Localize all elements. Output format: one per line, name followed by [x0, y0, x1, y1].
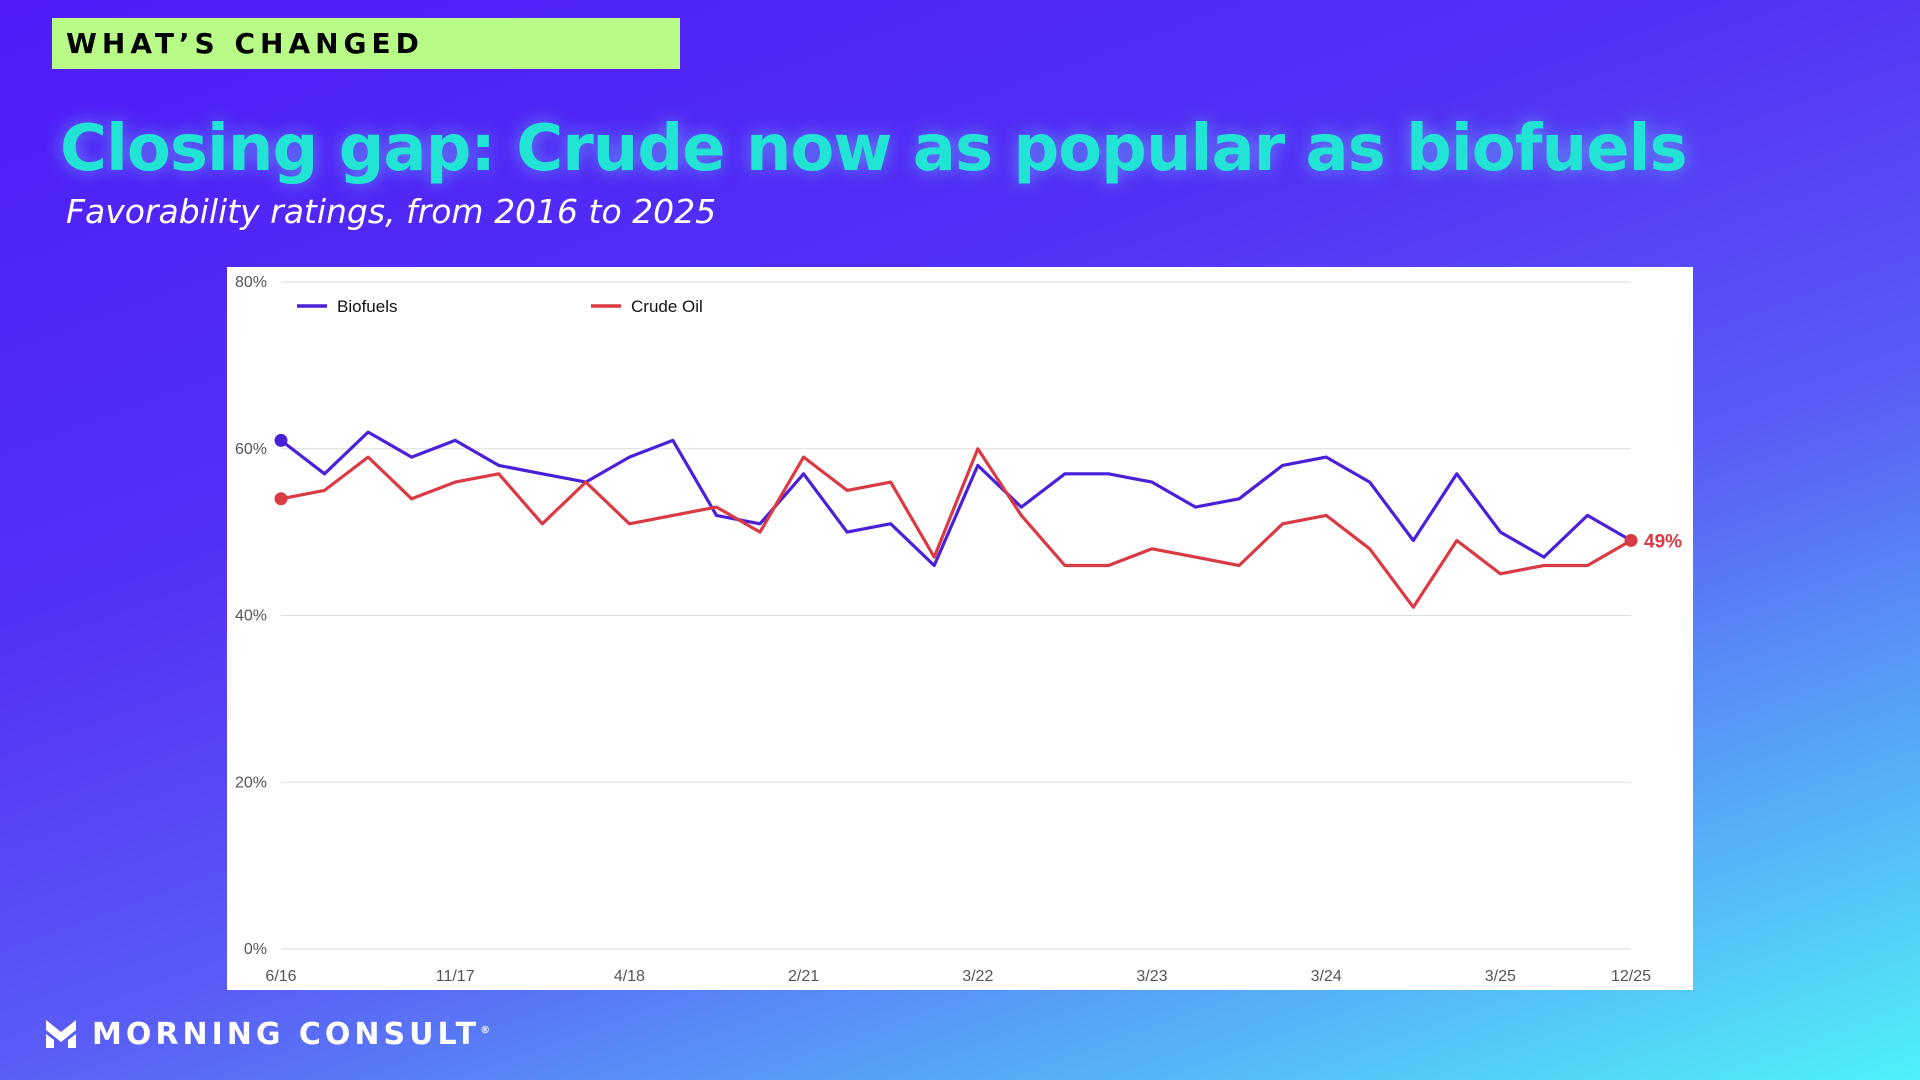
- x-tick-label: 2/21: [788, 968, 819, 985]
- section-tag: WHAT’S CHANGED: [52, 18, 680, 69]
- x-tick-label: 3/23: [1136, 968, 1167, 985]
- legend-label: Crude Oil: [631, 297, 703, 316]
- x-tick-label: 12/25: [1611, 968, 1651, 985]
- y-tick-label: 60%: [235, 441, 267, 458]
- x-tick-label: 3/25: [1485, 968, 1516, 985]
- series-line-biofuels: [279, 430, 1633, 568]
- footer-brand: MORNING CONSULT®: [44, 1014, 490, 1054]
- y-tick-label: 0%: [244, 941, 267, 958]
- y-tick-label: 40%: [235, 608, 267, 625]
- brand-name: MORNING CONSULT®: [92, 1016, 491, 1052]
- x-tick-label: 3/22: [962, 968, 993, 985]
- line-chart: 0% 20% 40% 60% 80% 6/16 11/17 4/18 2/21 3/22 3/23…: [235, 274, 1682, 985]
- y-tick-label: 80%: [235, 274, 267, 291]
- legend-label: Biofuels: [337, 297, 397, 316]
- morning-consult-logo-icon: [46, 1020, 76, 1048]
- x-tick-label: 11/17: [436, 968, 475, 985]
- y-tick-label: 20%: [235, 774, 267, 791]
- end-value-label: 49%: [1644, 531, 1682, 552]
- x-tick-label: 6/16: [265, 968, 296, 985]
- x-tick-label: 4/18: [614, 968, 645, 985]
- page-subtitle: Favorability ratings, from 2016 to 2025: [66, 192, 717, 231]
- legend-item-biofuels: Biofuels: [297, 297, 397, 316]
- series-line-crude-oil: [279, 447, 1633, 609]
- page-title: Closing gap: Crude now as popular as bio…: [60, 112, 1688, 186]
- data-point-start-biofuels: [274, 433, 288, 447]
- data-point-end-crude-oil: [1624, 533, 1638, 547]
- legend-item-crude-oil: Crude Oil: [591, 297, 703, 316]
- x-tick-label: 3/24: [1311, 968, 1342, 985]
- chart-card: 0% 20% 40% 60% 80% 6/16 11/17 4/18 2/21 3/22 3/23…: [227, 267, 1693, 990]
- registered-mark: ®: [480, 1024, 491, 1036]
- data-point-start-crude-oil: [274, 492, 288, 506]
